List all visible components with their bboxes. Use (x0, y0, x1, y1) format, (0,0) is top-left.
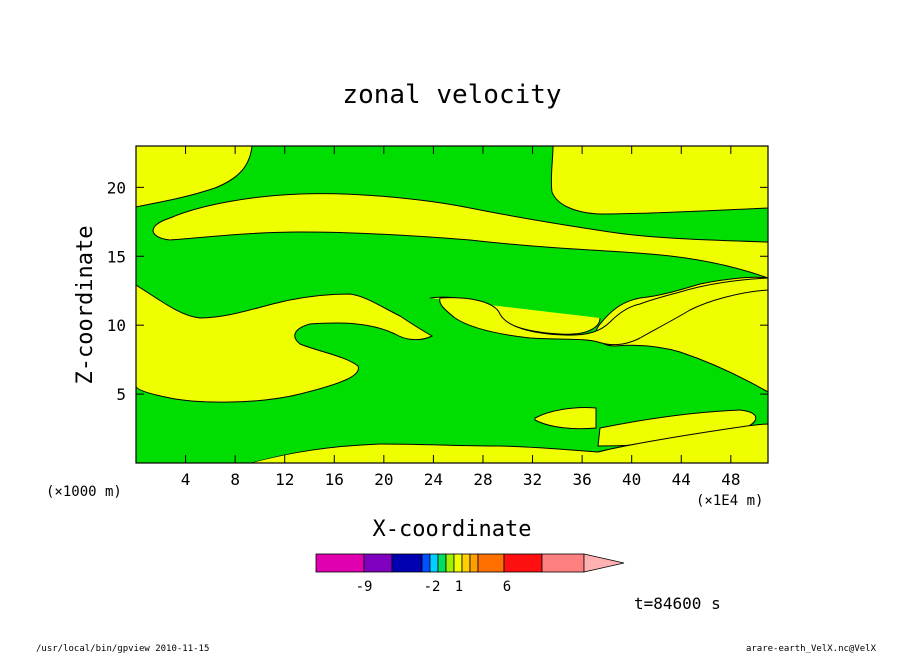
colorbar-segment (363, 553, 393, 573)
colorbar-segment (541, 553, 585, 573)
y-tick-label: 20 (107, 178, 126, 197)
y-tick-label: 10 (107, 316, 126, 335)
colorbar-segment (315, 553, 365, 573)
region-positive-lower-mid (534, 407, 597, 430)
colorbar-label: 1 (455, 579, 463, 595)
x-axis-label: X-coordinate (373, 517, 532, 542)
x-tick-label: 20 (374, 470, 393, 489)
region-positive-center (439, 277, 768, 346)
x-unit-label: (×1E4 m) (696, 493, 763, 509)
colorbar-label: 6 (503, 579, 511, 595)
colorbar (315, 553, 625, 573)
y-tick-label: 5 (116, 385, 126, 404)
region-positive-top-left (136, 146, 253, 208)
colorbar-segment (469, 553, 479, 573)
region-positive-top-right (550, 146, 768, 215)
region-negative-bottom-left (136, 446, 340, 463)
x-tick-label: 28 (473, 470, 492, 489)
x-tick-label: 44 (672, 470, 691, 489)
y-axis-ticks: 5 10 15 20 (107, 178, 768, 404)
x-axis-ticks: 4 8 12 16 20 24 28 32 36 40 44 48 (181, 146, 740, 489)
plot-area (136, 146, 768, 463)
x-tick-label: 36 (572, 470, 591, 489)
plot-frame (135, 145, 769, 464)
colorbar-segment (445, 553, 455, 573)
footer-left: /usr/local/bin/gpview 2010-11-15 (36, 644, 209, 654)
colorbar-segment (391, 553, 423, 573)
colorbar-segment (477, 553, 505, 573)
x-tick-label: 12 (275, 470, 294, 489)
colorbar-segment (429, 553, 439, 573)
x-tick-label: 8 (230, 470, 240, 489)
region-positive-mid-left (136, 284, 434, 403)
x-tick-label: 4 (181, 470, 191, 489)
colorbar-labels: -9 -2 1 6 (356, 579, 512, 595)
footer-right: arare-earth_VelX.nc@VelX (746, 644, 877, 654)
x-tick-label: 48 (721, 470, 740, 489)
colorbar-segment (421, 553, 431, 573)
colorbar-segment (461, 553, 471, 573)
colorbar-extend-arrow (583, 553, 625, 573)
colorbar-segment (437, 553, 447, 573)
y-axis-label: Z-coordinate (73, 226, 98, 385)
x-tick-label: 40 (622, 470, 641, 489)
colorbar-label: -2 (424, 579, 441, 595)
x-tick-label: 24 (424, 470, 443, 489)
chart-title: zonal velocity (342, 80, 561, 110)
time-label: t=84600 s (634, 594, 721, 613)
y-tick-label: 15 (107, 247, 126, 266)
region-positive-upper-band (152, 193, 768, 279)
colorbar-segment (503, 553, 543, 573)
colorbar-label: -9 (356, 579, 373, 595)
region-positive-bottom (249, 423, 768, 463)
x-tick-label: 16 (325, 470, 344, 489)
x-tick-label: 32 (523, 470, 542, 489)
colorbar-segment (453, 553, 463, 573)
z-unit-label: (×1000 m) (46, 484, 122, 500)
